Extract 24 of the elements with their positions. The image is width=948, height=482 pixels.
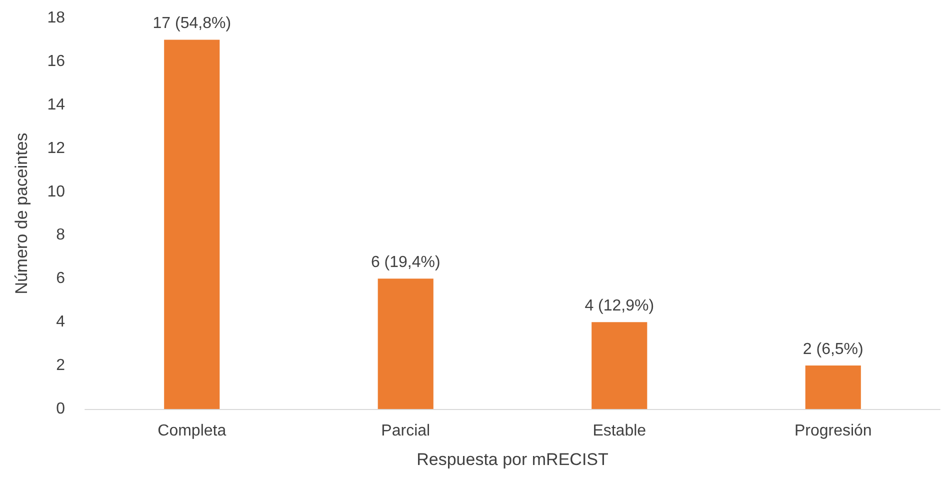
bar bbox=[592, 322, 648, 409]
y-tick-label: 0 bbox=[56, 400, 66, 418]
data-label: 17 (54,8%) bbox=[152, 15, 232, 32]
data-label: 4 (12,9%) bbox=[584, 298, 654, 315]
x-axis-title: Respuesta por mRECIST bbox=[416, 450, 608, 469]
bar bbox=[164, 40, 220, 409]
x-tick-label: Parcial bbox=[381, 422, 430, 440]
y-axis-title: Número de paceintes bbox=[12, 132, 31, 294]
y-tick-label: 12 bbox=[47, 140, 66, 157]
data-label: 2 (6,5%) bbox=[802, 341, 864, 358]
bar bbox=[378, 278, 434, 409]
y-tick-label: 18 bbox=[47, 10, 66, 26]
x-tick-label: Estable bbox=[592, 422, 646, 440]
bar bbox=[805, 366, 861, 409]
data-label: 6 (19,4%) bbox=[370, 254, 440, 272]
y-tick-label: 10 bbox=[47, 183, 66, 200]
y-tick-label: 14 bbox=[47, 96, 66, 114]
y-tick-label: 2 bbox=[56, 357, 66, 374]
y-tick-label: 4 bbox=[56, 314, 66, 331]
x-tick-label: Completa bbox=[158, 422, 226, 440]
x-tick-label: Progresión bbox=[794, 422, 872, 440]
y-tick-label: 8 bbox=[56, 226, 66, 244]
y-tick-label: 6 bbox=[56, 270, 66, 288]
y-tick-label: 16 bbox=[47, 52, 66, 70]
